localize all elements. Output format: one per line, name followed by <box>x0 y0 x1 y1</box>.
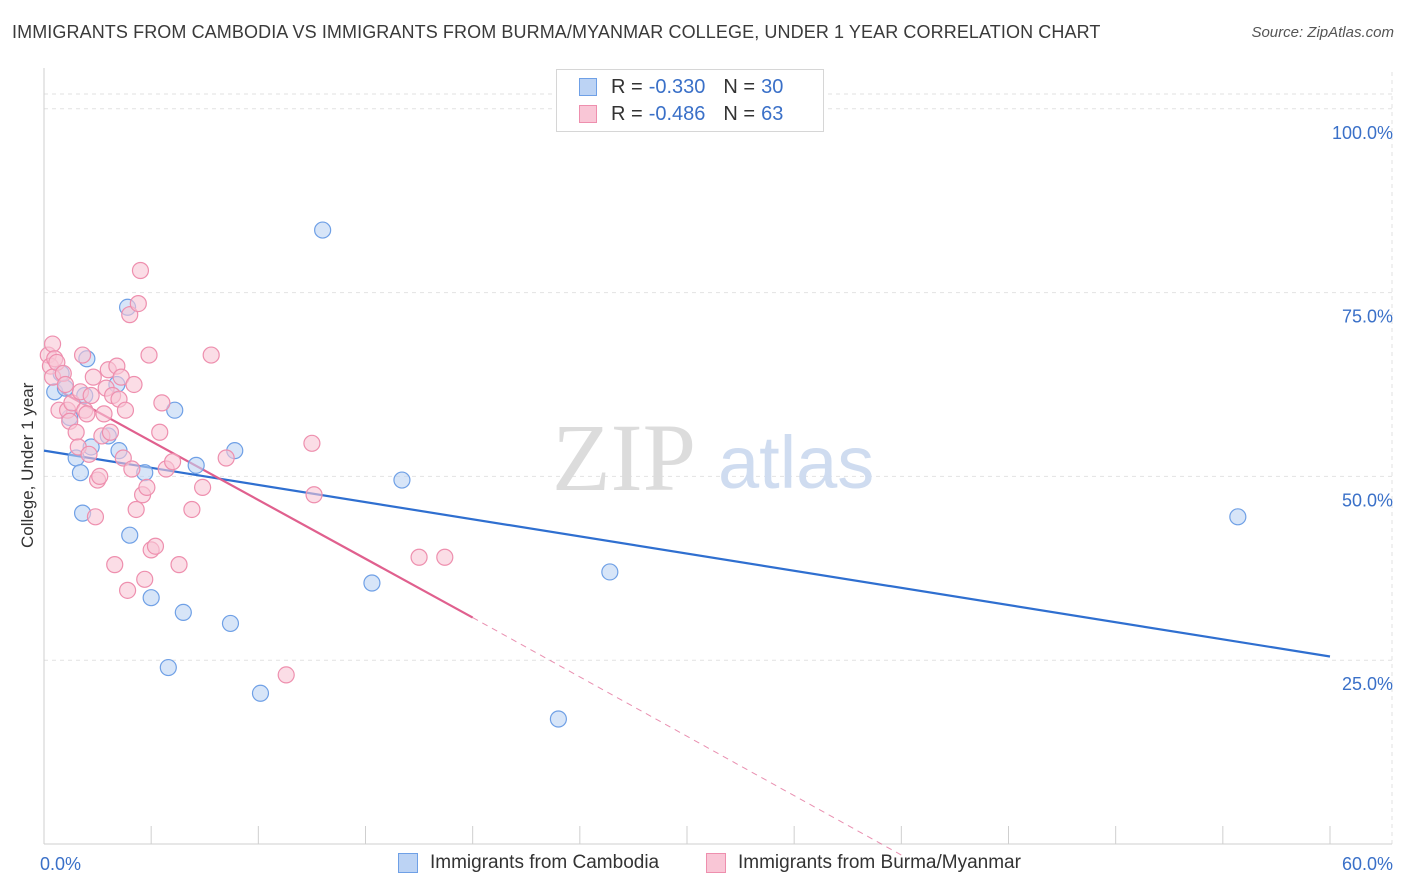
trend-lines <box>43 390 1331 856</box>
point-cambodia <box>159 658 177 677</box>
point-cambodia <box>1229 508 1247 526</box>
point-burma <box>194 478 212 497</box>
point-burma <box>95 405 113 423</box>
trend-line-cambodia <box>43 449 1331 658</box>
series-legend-cambodia: Immigrants from Cambodia <box>398 852 659 874</box>
legend-r-label: R = <box>611 102 643 125</box>
point-burma <box>84 368 102 386</box>
legend-n-value: 30 <box>761 75 784 98</box>
point-burma <box>305 486 323 504</box>
point-burma <box>151 423 169 441</box>
point-burma <box>136 570 154 588</box>
point-burma <box>153 394 171 412</box>
point-burma <box>277 666 295 684</box>
legend-n-label: N = <box>723 75 756 98</box>
point-burma <box>127 500 145 519</box>
point-cambodia <box>549 710 568 728</box>
point-burma <box>123 460 141 478</box>
point-cambodia <box>166 401 184 419</box>
point-cambodia <box>314 221 332 239</box>
point-burma <box>131 261 150 280</box>
point-cambodia <box>251 684 270 702</box>
point-cambodia <box>71 464 90 482</box>
point-burma <box>138 478 156 497</box>
point-burma <box>129 295 147 313</box>
series-swatch-cambodia <box>398 853 418 873</box>
series-label-burma: Immigrants from Burma/Myanmar <box>738 852 1021 873</box>
point-burma <box>43 335 62 353</box>
point-burma <box>101 423 120 441</box>
y-tick-label: 50.0% <box>1342 490 1393 510</box>
gridlines <box>44 72 1393 844</box>
correlation-legend: R = -0.330 N = 30 R = -0.486 N = 63 <box>556 69 824 132</box>
legend-swatch-burma <box>579 105 597 123</box>
point-cambodia <box>142 589 160 607</box>
y-tick-label: 75.0% <box>1342 307 1393 327</box>
chart-title: IMMIGRANTS FROM CAMBODIA VS IMMIGRANTS F… <box>12 22 1101 42</box>
tick-labels: 25.0% 50.0% 75.0% 100.0% 0.0% 60.0% <box>40 123 1393 874</box>
point-burma <box>140 346 158 364</box>
series-label-cambodia: Immigrants from Cambodia <box>430 852 660 873</box>
point-burma <box>164 453 182 471</box>
y-axis-title: College, Under 1 year <box>18 382 37 548</box>
legend-row-cambodia: R = -0.330 N = 30 <box>579 75 783 99</box>
legend-n-value: 63 <box>761 102 784 125</box>
legend-row-burma: R = -0.486 N = 63 <box>579 102 783 126</box>
point-burma <box>56 375 75 394</box>
chart-source: Source: ZipAtlas.com <box>1251 24 1394 41</box>
point-cambodia <box>121 526 139 544</box>
watermark: ZIP atlas <box>552 404 874 511</box>
point-burma <box>80 445 98 463</box>
point-burma <box>73 346 92 364</box>
legend-r-value: -0.330 <box>648 75 706 98</box>
point-burma <box>91 467 109 485</box>
series-legend: Immigrants from Cambodia Immigrants from… <box>0 852 1406 876</box>
series-legend-burma: Immigrants from Burma/Myanmar <box>706 852 1021 874</box>
x-tick-label: 60.0% <box>1342 854 1393 874</box>
legend-r-value: -0.486 <box>648 102 706 125</box>
point-burma <box>125 375 143 394</box>
point-burma <box>112 368 130 386</box>
point-burma <box>78 405 96 423</box>
series-swatch-burma <box>706 853 726 873</box>
point-cambodia <box>187 456 205 474</box>
point-burma <box>118 581 137 599</box>
point-burma <box>116 401 135 419</box>
legend-swatch-cambodia <box>579 78 597 96</box>
legend-n-label: N = <box>723 102 756 125</box>
watermark-zip: ZIP <box>552 404 696 511</box>
point-burma <box>146 537 165 555</box>
point-cambodia <box>221 614 240 633</box>
point-cambodia <box>601 563 619 581</box>
trend-line-burma <box>60 390 474 619</box>
x-tick-label: 0.0% <box>40 854 81 874</box>
trend-line-burma-extension <box>472 617 902 856</box>
point-burma <box>67 423 85 441</box>
point-cambodia <box>393 471 411 489</box>
y-tick-label: 25.0% <box>1342 674 1393 694</box>
point-burma <box>202 346 220 364</box>
y-tick-label: 100.0% <box>1332 123 1393 143</box>
data-points <box>39 221 1247 728</box>
watermark-atlas: atlas <box>718 421 874 504</box>
legend-r-label: R = <box>611 75 643 98</box>
point-burma <box>170 556 188 574</box>
point-burma <box>217 449 235 467</box>
point-cambodia <box>363 574 381 592</box>
point-burma <box>86 508 105 526</box>
point-burma <box>82 386 100 405</box>
point-burma <box>436 548 454 566</box>
point-burma <box>303 434 321 452</box>
point-burma <box>106 556 124 574</box>
point-cambodia <box>174 603 192 622</box>
axes <box>43 68 1392 845</box>
point-burma <box>183 500 201 519</box>
point-burma <box>410 548 428 566</box>
